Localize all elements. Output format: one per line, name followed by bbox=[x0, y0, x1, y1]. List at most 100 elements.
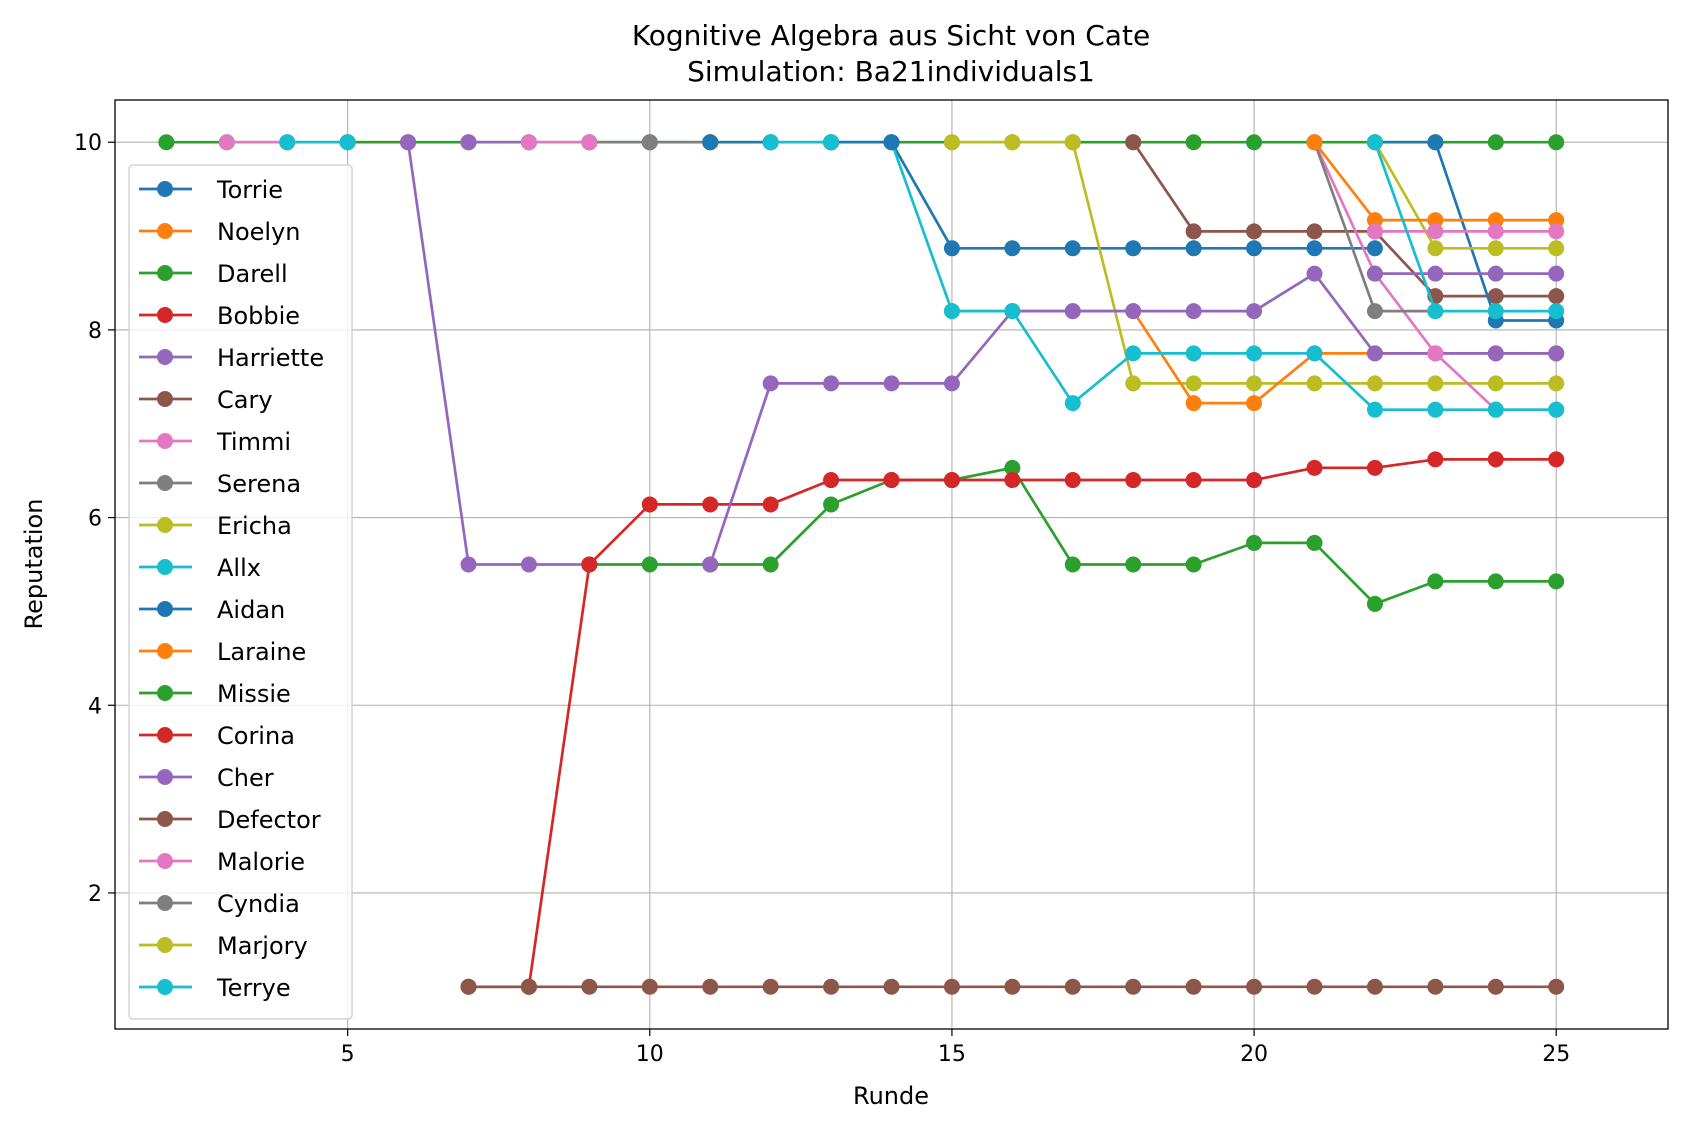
series-allx-point bbox=[339, 134, 356, 151]
series-defector-point bbox=[943, 978, 960, 995]
overlay-segment-10 bbox=[1366, 134, 1565, 320]
legend-swatch-marker bbox=[157, 475, 173, 491]
series-missie-point bbox=[1548, 573, 1565, 590]
series-defector-point bbox=[702, 978, 719, 995]
x-tick-label: 15 bbox=[938, 1042, 966, 1067]
series-torrie bbox=[883, 134, 1383, 257]
series-cher-point bbox=[883, 375, 900, 392]
legend-swatch-marker bbox=[157, 853, 173, 869]
series-corina-point bbox=[943, 472, 960, 489]
series-corina-point bbox=[1185, 472, 1202, 489]
series-defector-point bbox=[1366, 978, 1383, 995]
series-marjory-point bbox=[1427, 240, 1444, 257]
legend-swatch-marker bbox=[157, 895, 173, 911]
series-cher-point bbox=[1306, 265, 1323, 282]
series-torrie-point bbox=[1064, 240, 1081, 257]
overlay-segment-2-point bbox=[460, 134, 477, 151]
overlay-segment-0-point bbox=[883, 134, 900, 151]
x-tick-label: 25 bbox=[1542, 1042, 1570, 1067]
legend-item-laraine: Laraine bbox=[139, 638, 306, 666]
series-terrye-point bbox=[1548, 401, 1565, 418]
series-corina-point bbox=[1306, 459, 1323, 476]
legend-label: Missie bbox=[217, 680, 291, 708]
legend-swatch-marker bbox=[157, 811, 173, 827]
legend-label: Cher bbox=[217, 764, 274, 792]
overlay-segment-3-point bbox=[520, 134, 537, 151]
series-defector-point bbox=[1125, 978, 1142, 995]
series-corina-point bbox=[641, 496, 658, 513]
series-harriette bbox=[400, 134, 598, 573]
overlay-segment-9-point bbox=[1366, 265, 1383, 282]
series-cary-point bbox=[1125, 134, 1142, 151]
series-terrye-point bbox=[1246, 345, 1263, 362]
legend-label: Terrye bbox=[216, 974, 291, 1002]
legend-item-malorie: Malorie bbox=[139, 848, 305, 876]
y-tick-label: 10 bbox=[74, 131, 102, 156]
series-cher-point bbox=[1366, 345, 1383, 362]
series-corina-point bbox=[1064, 472, 1081, 489]
overlay-segment-5-point bbox=[702, 134, 719, 151]
series-torrie-point bbox=[1246, 240, 1263, 257]
overlay-segment-9-point bbox=[1548, 265, 1565, 282]
chart-title: Kognitive Algebra aus Sicht von Cate bbox=[632, 19, 1150, 52]
series-defector-point bbox=[1004, 978, 1021, 995]
legend-swatch-marker bbox=[157, 265, 173, 281]
series-marjory-line bbox=[1373, 141, 1557, 250]
y-tick-label: 4 bbox=[88, 694, 102, 719]
series-corina-point bbox=[762, 496, 779, 513]
y-tick-label: 2 bbox=[88, 882, 102, 907]
series-ericha-point bbox=[1064, 134, 1081, 151]
legend-swatch-marker bbox=[157, 181, 173, 197]
series-corina-point bbox=[1125, 472, 1142, 489]
legend-label: Torrie bbox=[216, 176, 283, 204]
series-terrye-point bbox=[1366, 401, 1383, 418]
overlay-segment-1-point bbox=[1306, 134, 1323, 151]
series-defector-point bbox=[1185, 978, 1202, 995]
series-aidan-point bbox=[1427, 134, 1444, 151]
legend-swatch-marker bbox=[157, 307, 173, 323]
legend-item-darell: Darell bbox=[139, 260, 288, 288]
series-darell-point bbox=[1246, 134, 1263, 151]
series-cher-point bbox=[943, 375, 960, 392]
legend-swatch-marker bbox=[157, 727, 173, 743]
legend-label: Allx bbox=[217, 554, 261, 582]
legend-item-cyndia: Cyndia bbox=[139, 890, 300, 918]
legend-swatch-marker bbox=[157, 391, 173, 407]
series-terrye-point bbox=[1125, 345, 1142, 362]
legend-swatch-marker bbox=[157, 601, 173, 617]
series-ericha-point bbox=[1366, 375, 1383, 392]
series-cher bbox=[702, 265, 1565, 573]
overlay-segment-11 bbox=[943, 134, 1021, 151]
overlay-segment-10-point bbox=[1427, 303, 1444, 320]
legend-box bbox=[128, 164, 353, 1020]
legend-swatch-marker bbox=[157, 223, 173, 239]
overlay-segment-8 bbox=[1366, 223, 1565, 240]
overlay-segment-9-point bbox=[1427, 265, 1444, 282]
legend-label: Harriette bbox=[217, 344, 324, 372]
x-tick-label: 5 bbox=[341, 1042, 355, 1067]
series-defector-point bbox=[1246, 978, 1263, 995]
series-darell-point bbox=[1487, 134, 1504, 151]
legend-swatch-marker bbox=[157, 685, 173, 701]
series-defector-point bbox=[883, 978, 900, 995]
series-corina-point bbox=[1487, 451, 1504, 468]
series-ericha-point bbox=[1427, 375, 1444, 392]
series-harriette-point bbox=[520, 556, 537, 573]
series-ericha-point bbox=[1306, 375, 1323, 392]
series-cyndia-point bbox=[1366, 303, 1383, 320]
series-laraine-point bbox=[1185, 395, 1202, 412]
overlay-segment-6-point bbox=[823, 134, 840, 151]
legend-item-corina: Corina bbox=[139, 722, 295, 750]
legend-label: Darell bbox=[217, 260, 288, 288]
overlay-segment-10-point bbox=[1366, 134, 1383, 151]
legend-swatch-marker bbox=[157, 937, 173, 953]
series-allx bbox=[279, 134, 356, 151]
legend: Torrie Noelyn Darell Bobbie Harriette Cary Tim… bbox=[128, 164, 353, 1020]
series-missie-point bbox=[1427, 573, 1444, 590]
series-ericha-point bbox=[1185, 375, 1202, 392]
x-tick-label: 10 bbox=[636, 1042, 664, 1067]
series-corina-point bbox=[702, 496, 719, 513]
series-cary-point bbox=[1548, 288, 1565, 305]
series-cary-point bbox=[1185, 223, 1202, 240]
series-ericha-point bbox=[1125, 375, 1142, 392]
